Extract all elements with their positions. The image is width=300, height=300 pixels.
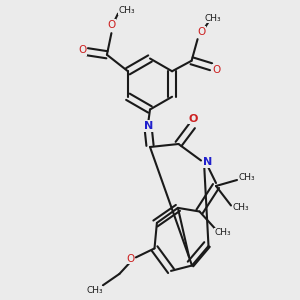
Text: CH₃: CH₃ xyxy=(86,286,103,295)
Text: CH₃: CH₃ xyxy=(204,14,221,23)
Text: CH₃: CH₃ xyxy=(238,173,255,182)
Text: N: N xyxy=(203,157,212,167)
Text: O: O xyxy=(197,27,205,37)
Text: O: O xyxy=(78,45,86,55)
Text: O: O xyxy=(212,65,220,75)
Text: O: O xyxy=(189,113,198,124)
Text: N: N xyxy=(144,121,153,131)
Text: CH₃: CH₃ xyxy=(118,5,135,14)
Text: O: O xyxy=(107,20,116,30)
Text: CH₃: CH₃ xyxy=(214,228,231,237)
Text: CH₃: CH₃ xyxy=(232,203,249,212)
Text: O: O xyxy=(126,254,135,264)
